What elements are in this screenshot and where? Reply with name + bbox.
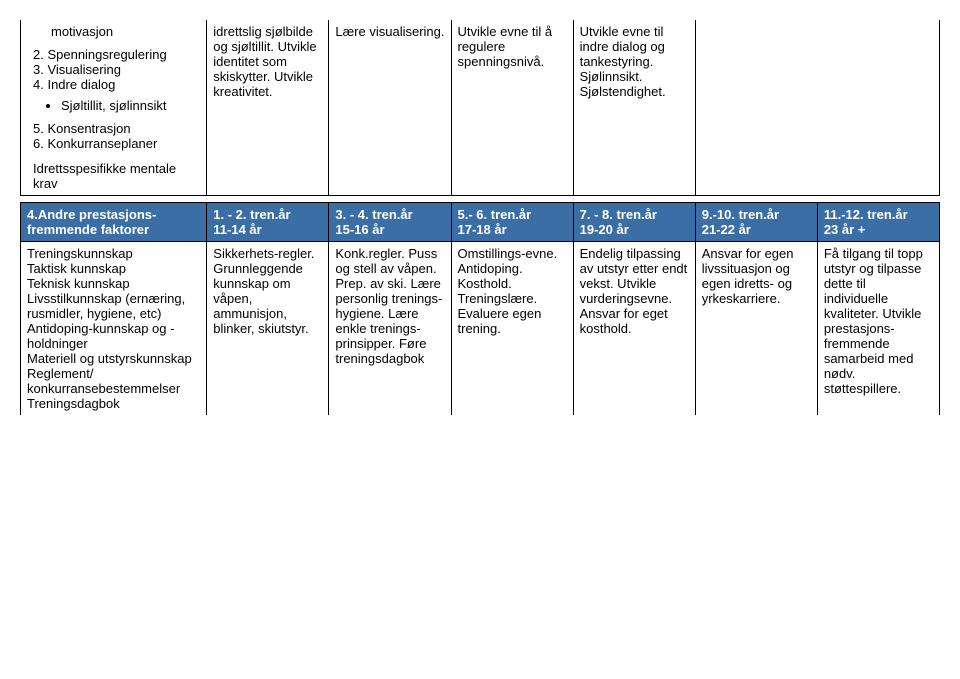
document-table: motivasjon 2. Spenningsregulering 3. Vis… — [20, 20, 940, 415]
body-c4: Endelig tilpassing av utstyr etter endt … — [573, 242, 695, 416]
header-c3a: 5.- 6. tren.år — [458, 207, 567, 222]
header-c3b: 17-18 år — [458, 222, 567, 237]
header-c3: 5.- 6. tren.år 17-18 år — [451, 203, 573, 242]
header-c2a: 3. - 4. tren.år — [335, 207, 444, 222]
body-c0: Treningskunnskap Taktisk kunnskap Teknis… — [21, 242, 207, 416]
body-c6: Få tilgang til topp utstyr og tilpasse d… — [817, 242, 939, 416]
top-col0-line6: 6. Konkurranseplaner — [33, 136, 200, 151]
header-c4a: 7. - 8. tren.år — [580, 207, 689, 222]
header-c5a: 9.-10. tren.år — [702, 207, 811, 222]
top-col0-bullets: Sjøltillit, sjølinnsikt — [33, 98, 200, 113]
top-col2: Lære visualisering. — [329, 20, 451, 196]
header-c1a: 1. - 2. tren.år — [213, 207, 322, 222]
header-c6: 11.-12. tren.år 23 år + — [817, 203, 939, 242]
spacer-row — [21, 196, 940, 203]
top-col0: motivasjon 2. Spenningsregulering 3. Vis… — [21, 20, 207, 196]
header-c2b: 15-16 år — [335, 222, 444, 237]
body-c1: Sikkerhets-regler. Grunnleggende kunnska… — [207, 242, 329, 416]
header-c5b: 21-22 år — [702, 222, 811, 237]
header-c1b: 11-14 år — [213, 222, 322, 237]
header-c6a: 11.-12. tren.år — [824, 207, 933, 222]
top-col3: Utvikle evne til å regulere spenningsniv… — [451, 20, 573, 196]
header-c0-text: 4.Andre prestasjons-fremmende faktorer — [27, 207, 156, 237]
body-c3: Omstillings-evne. Antidoping. Kosthold. … — [451, 242, 573, 416]
top-col1: idrettslig sjølbilde og sjøltillit. Utvi… — [207, 20, 329, 196]
bullet-sjoltillit: Sjøltillit, sjølinnsikt — [61, 98, 200, 113]
top-col0-line7: Idrettsspesifikke mentale krav — [33, 161, 200, 191]
top-col4: Utvikle evne til indre dialog og tankest… — [573, 20, 695, 196]
top-section-row: motivasjon 2. Spenningsregulering 3. Vis… — [21, 20, 940, 196]
header-row: 4.Andre prestasjons-fremmende faktorer 1… — [21, 203, 940, 242]
header-c1: 1. - 2. tren.år 11-14 år — [207, 203, 329, 242]
body-c2: Konk.regler. Puss og stell av våpen. Pre… — [329, 242, 451, 416]
header-c6b: 23 år + — [824, 222, 933, 237]
header-c0: 4.Andre prestasjons-fremmende faktorer — [21, 203, 207, 242]
header-c4b: 19-20 år — [580, 222, 689, 237]
header-c5: 9.-10. tren.år 21-22 år — [695, 203, 817, 242]
header-c2: 3. - 4. tren.år 15-16 år — [329, 203, 451, 242]
body-c5: Ansvar for egen livssituasjon og egen id… — [695, 242, 817, 416]
header-c4: 7. - 8. tren.år 19-20 år — [573, 203, 695, 242]
top-col0-line4: 4. Indre dialog — [33, 77, 200, 92]
top-col5 — [695, 20, 939, 196]
top-col0-line5: 5. Konsentrasjon — [33, 121, 200, 136]
body-row: Treningskunnskap Taktisk kunnskap Teknis… — [21, 242, 940, 416]
top-col0-line2: 2. Spenningsregulering — [33, 47, 200, 62]
top-col0-motivasjon: motivasjon — [33, 24, 200, 39]
top-col0-line3: 3. Visualisering — [33, 62, 200, 77]
